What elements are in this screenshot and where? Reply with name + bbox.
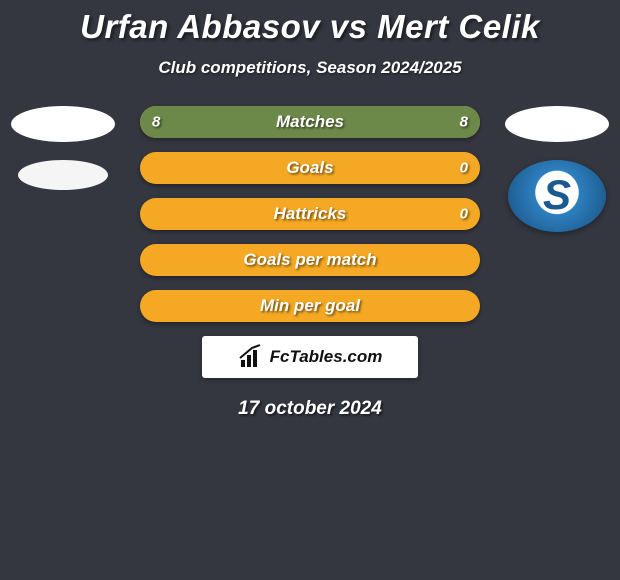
player1-avatar [11, 106, 115, 142]
stat-bar-fill-right [310, 106, 480, 138]
stat-value-right: 8 [460, 114, 468, 131]
player1-club-badge [18, 160, 108, 190]
stat-bar: 0Goals [140, 152, 480, 184]
player2-name: Mert Celik [377, 8, 540, 45]
stat-bar: Goals per match [140, 244, 480, 276]
club-badge-letter: S [543, 171, 571, 219]
brand-box[interactable]: FcTables.com [202, 336, 418, 378]
stat-bar-fill-left [140, 106, 310, 138]
player2-club-badge: S [508, 160, 606, 232]
right-avatar-column: S [502, 106, 612, 232]
stat-value-left: 8 [152, 114, 160, 131]
stat-value-right: 0 [460, 206, 468, 223]
comparison-subtitle: Club competitions, Season 2024/2025 [0, 58, 620, 78]
stat-label: Min per goal [140, 296, 480, 316]
stat-bar: 0Hattricks [140, 198, 480, 230]
comparison-title: Urfan Abbasov vs Mert Celik [0, 0, 620, 46]
brand-chart-icon [238, 344, 264, 370]
left-avatar-column [8, 106, 118, 208]
stat-bar: Min per goal [140, 290, 480, 322]
stat-value-right: 0 [460, 160, 468, 177]
stat-label: Goals [140, 158, 480, 178]
brand-text: FcTables.com [270, 347, 383, 367]
title-vs: vs [330, 8, 368, 45]
stat-bars: 88Matches0Goals0HattricksGoals per match… [140, 106, 480, 322]
stat-label: Goals per match [140, 250, 480, 270]
player1-name: Urfan Abbasov [80, 8, 320, 45]
player2-avatar [505, 106, 609, 142]
snapshot-date: 17 october 2024 [0, 398, 620, 420]
comparison-content: S 88Matches0Goals0HattricksGoals per mat… [0, 106, 620, 420]
stat-label: Hattricks [140, 204, 480, 224]
stat-bar: 88Matches [140, 106, 480, 138]
